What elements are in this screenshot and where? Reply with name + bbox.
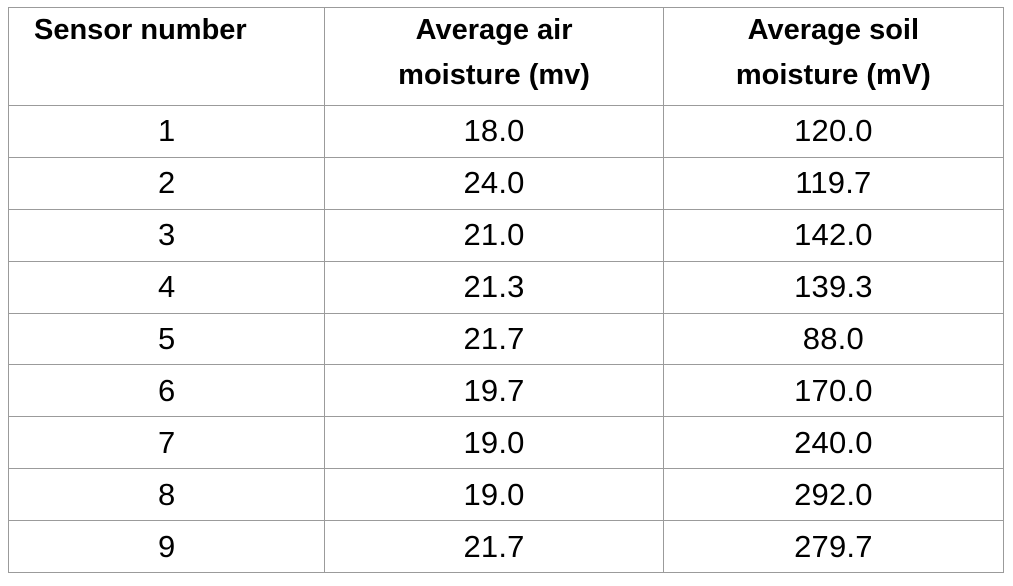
cell-sensor-number: 5 (7, 312, 326, 366)
cell-soil-moisture: 279.7 (662, 520, 1005, 573)
cell-air-moisture: 21.7 (324, 312, 664, 366)
cell-soil-moisture: 88.0 (662, 312, 1005, 366)
header-soil-moisture-line2: moisture (mV) (735, 59, 931, 91)
sensor-table: Sensor number Average air moisture (mv) … (7, 7, 1005, 573)
cell-soil-moisture: 120.0 (662, 105, 1005, 158)
table-row: 8 19.0 292.0 (7, 468, 1005, 521)
cell-air-moisture: 19.0 (324, 468, 664, 521)
header-sensor-number: Sensor number (7, 7, 326, 106)
table-header: Sensor number Average air moisture (mv) … (7, 7, 1005, 106)
header-row: Sensor number Average air moisture (mv) … (7, 7, 1005, 106)
table-row: 4 21.3 139.3 (7, 260, 1005, 314)
cell-sensor-number: 2 (7, 156, 326, 210)
cell-sensor-number: 8 (7, 468, 326, 521)
cell-soil-moisture: 292.0 (662, 468, 1005, 521)
cell-air-moisture: 21.3 (324, 260, 664, 314)
table-row: 6 19.7 170.0 (7, 364, 1005, 418)
cell-air-moisture: 19.7 (324, 364, 664, 418)
cell-soil-moisture: 142.0 (662, 208, 1005, 262)
cell-air-moisture: 19.0 (324, 416, 664, 470)
table-row: 3 21.0 142.0 (7, 208, 1005, 262)
cell-sensor-number: 4 (7, 260, 326, 314)
header-air-moisture: Average air moisture (mv) (324, 7, 664, 106)
cell-air-moisture: 24.0 (324, 156, 664, 210)
sensor-table-container: Sensor number Average air moisture (mv) … (7, 7, 1005, 573)
header-soil-moisture-line1: Average soil (747, 14, 920, 46)
table-body: 1 18.0 120.0 2 24.0 119.7 3 21.0 142.0 4… (7, 105, 1005, 573)
cell-sensor-number: 3 (7, 208, 326, 262)
table-row: 7 19.0 240.0 (7, 416, 1005, 470)
cell-air-moisture: 21.0 (324, 208, 664, 262)
cell-sensor-number: 6 (7, 364, 326, 418)
cell-soil-moisture: 170.0 (662, 364, 1005, 418)
table-row: 1 18.0 120.0 (7, 105, 1005, 158)
cell-soil-moisture: 119.7 (662, 156, 1005, 210)
table-row: 2 24.0 119.7 (7, 156, 1005, 210)
table-row: 9 21.7 279.7 (7, 520, 1005, 573)
cell-soil-moisture: 139.3 (662, 260, 1005, 314)
cell-soil-moisture: 240.0 (662, 416, 1005, 470)
cell-sensor-number: 7 (7, 416, 326, 470)
header-air-moisture-line2: moisture (mv) (398, 59, 590, 91)
header-sensor-number-label: Sensor number (34, 14, 247, 46)
table-row: 5 21.7 88.0 (7, 312, 1005, 366)
header-air-moisture-line1: Average air (415, 14, 573, 46)
header-soil-moisture: Average soil moisture (mV) (662, 7, 1005, 106)
cell-air-moisture: 18.0 (324, 105, 664, 158)
cell-air-moisture: 21.7 (324, 520, 664, 573)
cell-sensor-number: 1 (7, 105, 326, 158)
cell-sensor-number: 9 (7, 520, 326, 573)
